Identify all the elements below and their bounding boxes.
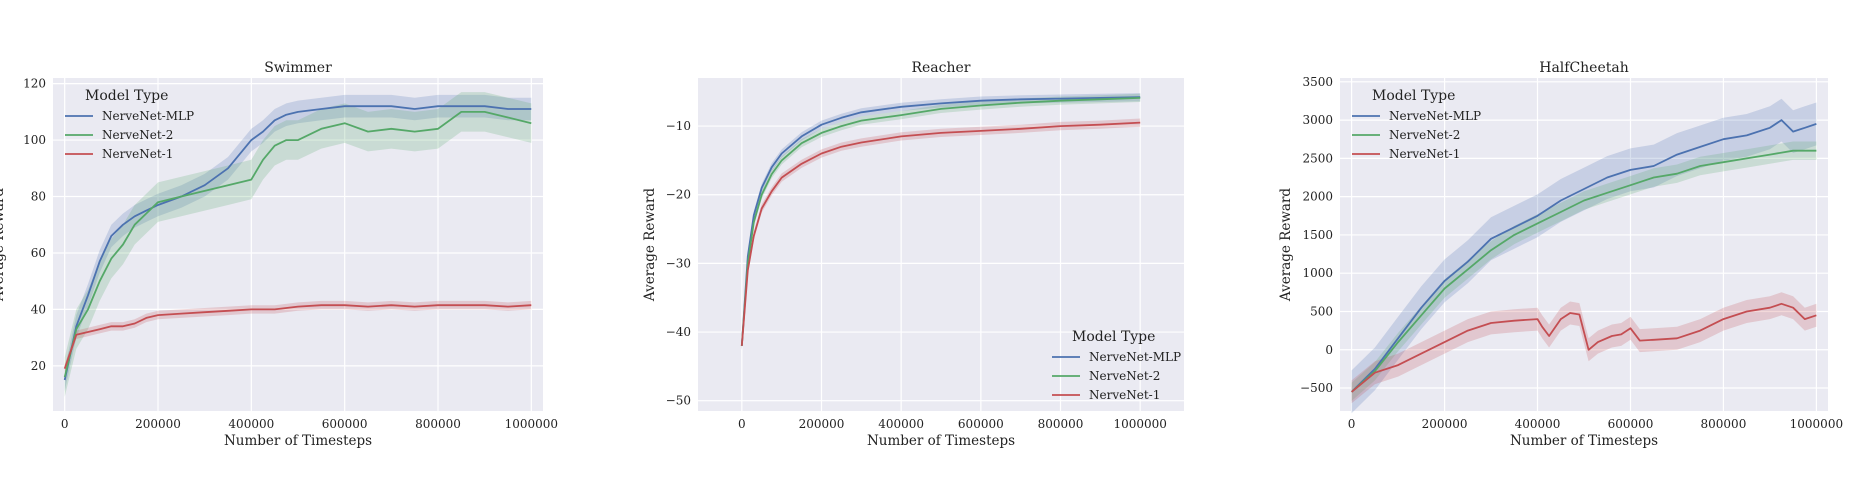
y-tick-label: 2500 [1302, 151, 1333, 165]
band-nervenet-1 [64, 300, 532, 373]
series-line-nervenet-1 [1351, 302, 1817, 393]
x-tick-label: 1000000 [1790, 417, 1843, 431]
y-tick-label: 3000 [1302, 113, 1333, 127]
y-tick-label: 0 [1325, 343, 1333, 357]
legend-title: Model Type [1072, 329, 1155, 345]
gridlines [698, 78, 1184, 411]
legend: Model Type NerveNet-MLP NerveNet-2 NerveNet… [1352, 88, 1481, 161]
x-tick-label: 0 [738, 417, 746, 431]
panel-halfcheetah: 0 200000 400000 600000 800000 1000000 −500 0 500… [1278, 60, 1843, 449]
legend: Model Type NerveNet-MLP NerveNet-2 NerveNet… [1052, 329, 1181, 402]
y-axis-label: Average Reward [642, 188, 658, 302]
x-tick-label: 200000 [1422, 417, 1468, 431]
series-line-nervenet-2 [740, 97, 1141, 346]
legend-label: NerveNet-MLP [102, 109, 194, 123]
series-line-nervenet-mlp [740, 96, 1141, 346]
y-axis-label: Average Reward [0, 188, 7, 302]
y-tick-label: 100 [23, 133, 46, 147]
legend-label: NerveNet-2 [1089, 369, 1160, 383]
y-tick-label: 20 [31, 359, 46, 373]
legend-label: NerveNet-1 [1389, 147, 1460, 161]
legend-label: NerveNet-2 [1389, 128, 1460, 142]
x-tick-label: 600000 [1608, 417, 1654, 431]
legend: Model Type NerveNet-MLP NerveNet-2 NerveNet… [65, 88, 194, 161]
x-tick-label: 0 [1348, 417, 1356, 431]
series-line-nervenet-2 [1351, 149, 1817, 393]
legend-label: NerveNet-MLP [1389, 109, 1481, 123]
x-tick-label: 400000 [228, 417, 274, 431]
legend-label: NerveNet-1 [1089, 388, 1160, 402]
y-axis-label: Average Reward [1278, 188, 1294, 302]
series-line-nervenet-mlp [1350, 119, 1817, 393]
x-tick-label: 1000000 [1113, 417, 1166, 431]
panel-title: Swimmer [264, 60, 332, 76]
x-tick-label: 600000 [958, 417, 1004, 431]
legend-title: Model Type [1372, 88, 1455, 104]
x-tick-label: 800000 [415, 417, 461, 431]
panel-title: Reacher [911, 60, 970, 76]
y-tick-label: −40 [666, 325, 691, 339]
y-tick-label: 80 [31, 190, 46, 204]
x-tick-label: 200000 [799, 417, 845, 431]
plot-background [53, 78, 543, 411]
band-nervenet-1 [1351, 292, 1817, 404]
band-nervenet-mlp [1351, 98, 1817, 414]
legend-title: Model Type [85, 88, 168, 104]
y-tick-label: 500 [1310, 304, 1333, 318]
legend-label: NerveNet-1 [102, 147, 173, 161]
band-nervenet-2 [1351, 141, 1817, 401]
y-tick-label: 1500 [1302, 228, 1333, 242]
y-tick-label: 40 [31, 302, 46, 316]
x-axis-label: Number of Timesteps [867, 433, 1015, 449]
series-line-nervenet-1 [740, 121, 1141, 346]
y-tick-label: 60 [31, 246, 46, 260]
x-tick-label: 400000 [878, 417, 924, 431]
panel-reacher: 0 200000 400000 600000 800000 1000000 −10 −20 −3… [642, 60, 1184, 449]
x-tick-label: 400000 [1515, 417, 1561, 431]
series-line-nervenet-mlp [63, 105, 532, 381]
x-tick-label: 800000 [1701, 417, 1747, 431]
band-nervenet-2 [64, 92, 532, 397]
x-tick-label: 600000 [322, 417, 368, 431]
panel-title: HalfCheetah [1539, 60, 1629, 76]
x-tick-label: 1000000 [505, 417, 558, 431]
series-line-nervenet-1 [63, 304, 532, 369]
y-tick-label: −500 [1300, 381, 1333, 395]
series-line-nervenet-2 [63, 111, 532, 378]
y-tick-label: 1000 [1302, 266, 1333, 280]
y-tick-label: −30 [666, 256, 691, 270]
y-tick-label: −20 [666, 188, 691, 202]
y-tick-label: −10 [666, 119, 691, 133]
x-axis-label: Number of Timesteps [224, 433, 372, 449]
x-axis-label: Number of Timesteps [1510, 433, 1658, 449]
y-tick-label: −50 [666, 394, 691, 408]
x-tick-label: 200000 [135, 417, 181, 431]
y-tick-label: 3500 [1302, 75, 1333, 89]
legend-label: NerveNet-2 [102, 128, 173, 142]
legend-label: NerveNet-MLP [1089, 350, 1181, 364]
x-tick-label: 0 [61, 417, 69, 431]
plot-background [1340, 78, 1828, 411]
y-tick-label: 120 [23, 77, 46, 91]
y-tick-label: 2000 [1302, 190, 1333, 204]
x-tick-label: 800000 [1038, 417, 1084, 431]
panel-swimmer: 0 200000 400000 600000 800000 1000000 20 40 60 80… [0, 60, 558, 449]
